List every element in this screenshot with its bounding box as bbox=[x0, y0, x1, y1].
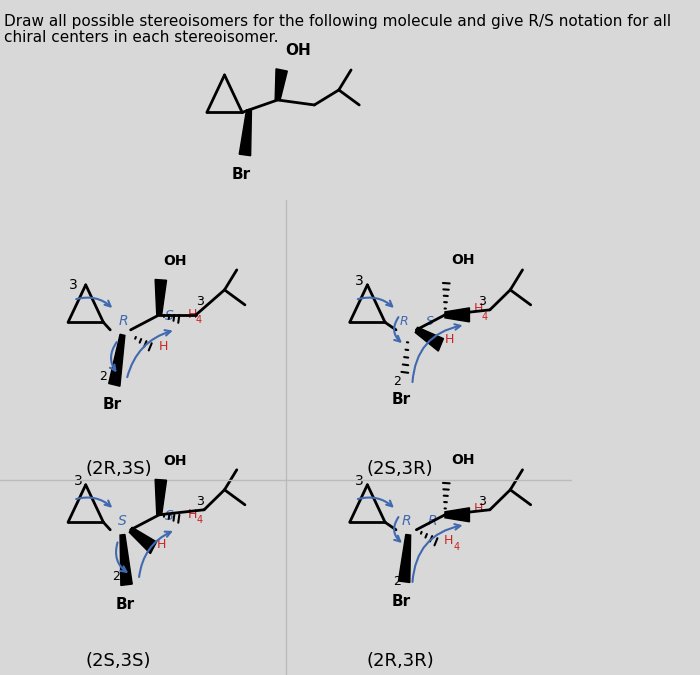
Text: Br: Br bbox=[392, 392, 411, 407]
Polygon shape bbox=[120, 535, 132, 585]
Text: H: H bbox=[157, 538, 166, 551]
Text: H: H bbox=[473, 302, 483, 315]
Text: S: S bbox=[165, 309, 174, 323]
Polygon shape bbox=[398, 535, 411, 583]
Text: (2S,3R): (2S,3R) bbox=[367, 460, 433, 478]
Text: H: H bbox=[159, 340, 169, 353]
Polygon shape bbox=[155, 279, 167, 315]
Text: 4: 4 bbox=[454, 542, 460, 551]
Text: R: R bbox=[428, 514, 438, 528]
Text: 4: 4 bbox=[482, 312, 488, 322]
Polygon shape bbox=[415, 327, 443, 351]
Text: 3: 3 bbox=[355, 474, 364, 488]
Text: OH: OH bbox=[163, 254, 187, 268]
Text: (2R,3S): (2R,3S) bbox=[85, 460, 152, 478]
Text: OH: OH bbox=[163, 454, 187, 468]
Text: 3: 3 bbox=[196, 495, 204, 508]
Text: R: R bbox=[400, 315, 409, 328]
Polygon shape bbox=[445, 308, 470, 322]
Text: H: H bbox=[445, 333, 454, 346]
Text: 4: 4 bbox=[196, 315, 202, 325]
Text: Br: Br bbox=[116, 597, 134, 612]
Text: 4: 4 bbox=[197, 515, 203, 524]
Polygon shape bbox=[155, 479, 167, 515]
Text: S: S bbox=[118, 514, 127, 528]
Text: H: H bbox=[188, 308, 197, 321]
Text: Br: Br bbox=[103, 397, 122, 412]
Text: Draw all possible stereoisomers for the following molecule and give R/S notation: Draw all possible stereoisomers for the … bbox=[4, 14, 671, 29]
Text: 3: 3 bbox=[355, 274, 364, 288]
Polygon shape bbox=[275, 69, 287, 101]
Text: (2R,3R): (2R,3R) bbox=[366, 652, 434, 670]
Text: H: H bbox=[473, 502, 483, 515]
Text: H: H bbox=[188, 508, 197, 521]
Text: 3: 3 bbox=[69, 278, 78, 292]
Text: 2: 2 bbox=[393, 574, 401, 588]
Text: OH: OH bbox=[286, 43, 312, 58]
Text: (2S,3S): (2S,3S) bbox=[85, 652, 151, 670]
Polygon shape bbox=[108, 334, 125, 386]
Text: Br: Br bbox=[392, 594, 411, 609]
Text: 3: 3 bbox=[196, 295, 204, 308]
Text: 2: 2 bbox=[393, 375, 401, 388]
Text: chiral centers in each stereoisomer.: chiral centers in each stereoisomer. bbox=[4, 30, 279, 45]
Polygon shape bbox=[445, 508, 470, 522]
Text: OH: OH bbox=[452, 253, 475, 267]
Polygon shape bbox=[130, 527, 157, 554]
Text: S: S bbox=[165, 509, 174, 522]
Text: Br: Br bbox=[231, 167, 251, 182]
Text: 3: 3 bbox=[74, 474, 82, 488]
Text: 3: 3 bbox=[477, 295, 486, 308]
Text: 3: 3 bbox=[477, 495, 486, 508]
Text: R: R bbox=[118, 314, 128, 328]
Text: S: S bbox=[426, 315, 434, 328]
Text: 2: 2 bbox=[99, 370, 108, 383]
Polygon shape bbox=[239, 109, 251, 156]
Text: R: R bbox=[402, 514, 412, 528]
Text: 2: 2 bbox=[112, 570, 120, 583]
Text: H: H bbox=[444, 534, 454, 547]
Text: OH: OH bbox=[452, 453, 475, 467]
